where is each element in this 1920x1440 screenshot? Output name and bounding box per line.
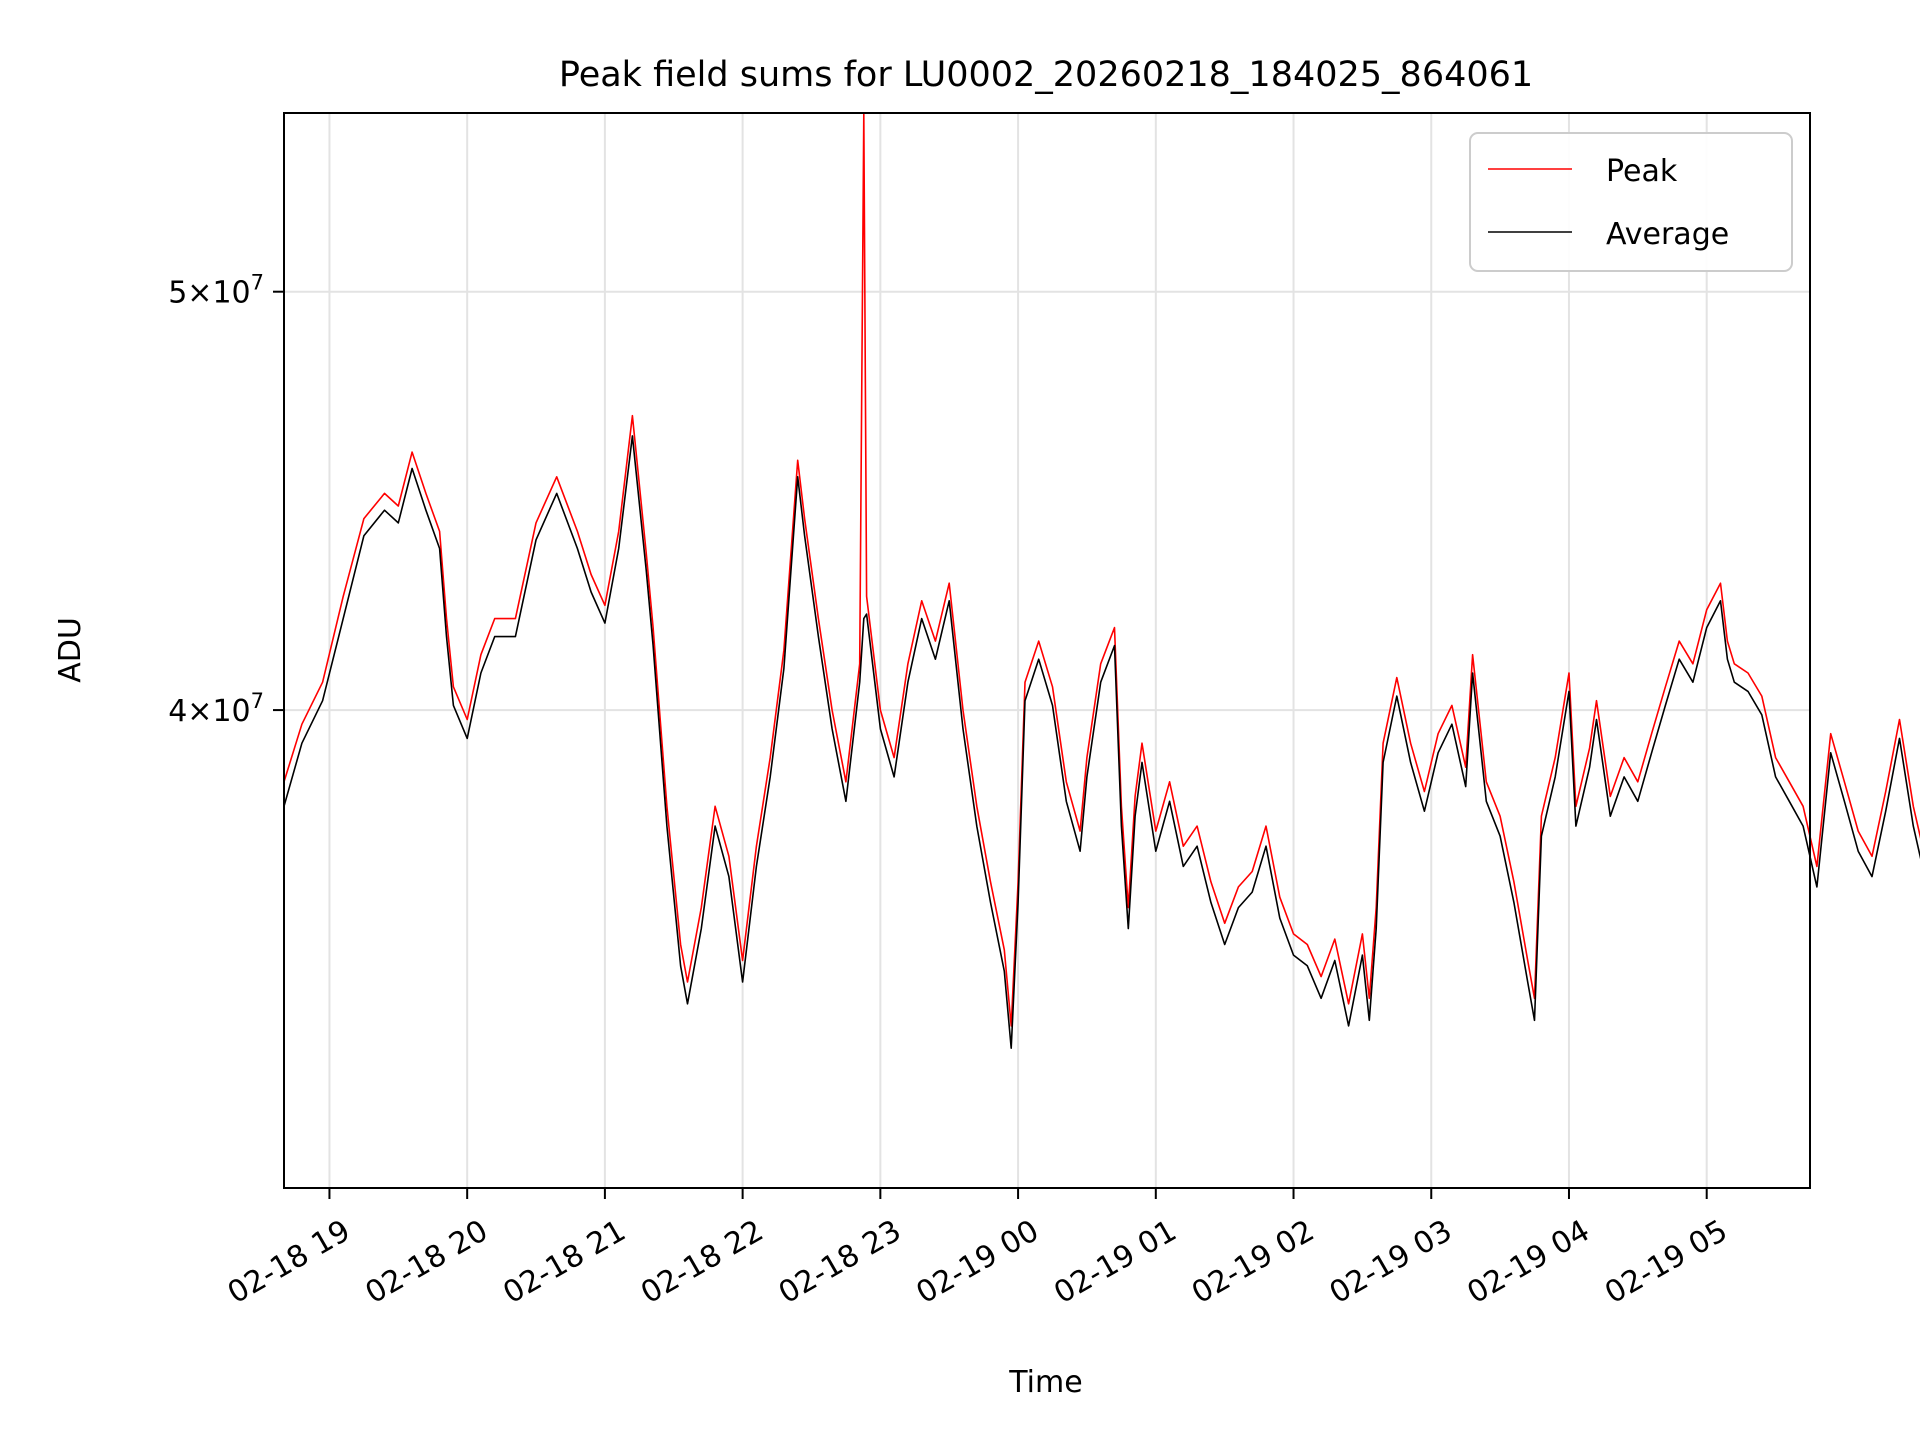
legend-label-peak: Peak: [1606, 154, 1678, 189]
series-line-average: [283, 435, 1920, 1049]
y-axis: 4×107 5×107: [168, 271, 284, 729]
y-axis-label: ADU: [53, 617, 88, 683]
plot-series: [283, 112, 1920, 1049]
grid-lines: [284, 113, 1810, 1188]
plot-frame: [283, 112, 1811, 1189]
y-tick-label: 5×107: [168, 271, 264, 311]
x-axis-label: Time: [1008, 1365, 1082, 1400]
y-tick-label: 4×107: [168, 689, 264, 729]
legend: Peak Average: [1469, 132, 1793, 272]
legend-box: [1469, 132, 1793, 272]
chart-title: Peak field sums for LU0002_20260218_1840…: [559, 55, 1533, 95]
legend-label-average: Average: [1606, 217, 1729, 252]
series-line-peak: [283, 112, 1920, 1027]
